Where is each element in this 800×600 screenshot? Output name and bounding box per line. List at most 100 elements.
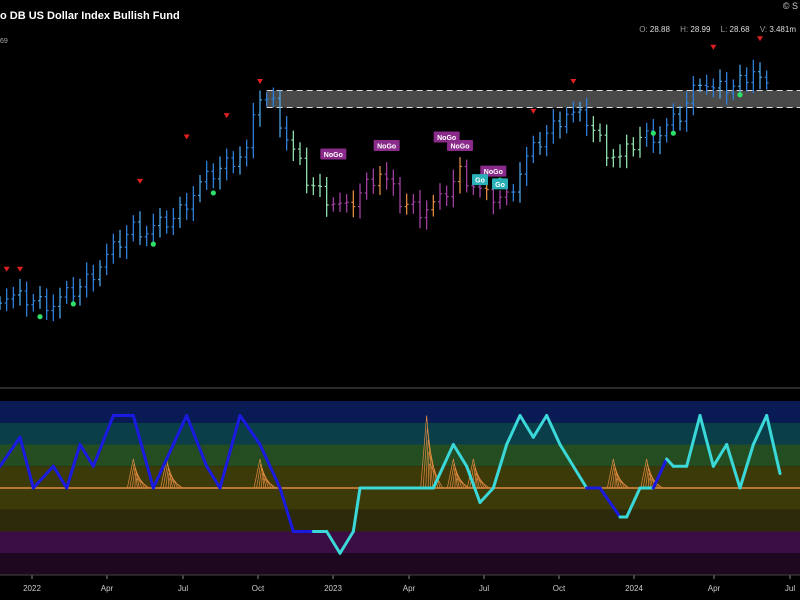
osc-line-segment bbox=[278, 486, 295, 533]
nogo-label-bg bbox=[433, 131, 460, 143]
copyright: © S bbox=[782, 1, 798, 11]
ohlc-high-label: H: bbox=[680, 25, 689, 34]
trend-continuation-dot bbox=[150, 241, 156, 247]
osc-band-2 bbox=[0, 444, 800, 467]
osc-band-4 bbox=[0, 509, 800, 532]
osc-spike bbox=[615, 477, 630, 489]
osc-spike bbox=[606, 458, 620, 489]
osc-line-segment bbox=[465, 464, 482, 504]
x-tick-label: Jul bbox=[785, 584, 795, 593]
osc-spike bbox=[640, 458, 654, 489]
osc-spike bbox=[649, 477, 663, 489]
osc-band-0 bbox=[0, 401, 800, 423]
osc-line-segment bbox=[558, 443, 575, 468]
osc-spike bbox=[253, 458, 267, 489]
nogo-label: NoGo bbox=[324, 152, 343, 159]
trend-continuation-dot bbox=[670, 130, 676, 136]
osc-spike bbox=[425, 439, 439, 489]
osc-spike bbox=[135, 477, 150, 489]
nogo-label-bg bbox=[447, 139, 473, 151]
osc-line-segment bbox=[151, 443, 175, 490]
osc-band-6 bbox=[0, 553, 800, 575]
osc-line-segment bbox=[725, 443, 742, 490]
trend-continuation-dot bbox=[70, 301, 76, 307]
trend-continuation-dot bbox=[210, 190, 216, 196]
osc-line-segment bbox=[451, 443, 469, 468]
osc-line-segment bbox=[65, 443, 82, 490]
osc-line-segment bbox=[51, 464, 69, 490]
ohlc-low-value: 28.68 bbox=[729, 25, 750, 34]
go-label: Go bbox=[475, 178, 485, 185]
osc-line-segment bbox=[91, 414, 115, 468]
go-label-bg bbox=[492, 178, 508, 190]
osc-line-segment bbox=[131, 414, 155, 490]
osc-line-segment bbox=[518, 414, 535, 439]
osc-line-segment bbox=[171, 414, 189, 446]
osc-line-segment bbox=[505, 414, 522, 446]
osc-line-segment bbox=[31, 464, 55, 490]
countertrend-triangle-marker bbox=[3, 266, 10, 272]
osc-line-segment bbox=[751, 414, 769, 446]
x-tick-label: 2023 bbox=[324, 584, 342, 593]
osc-spike bbox=[455, 477, 470, 489]
resistance-zone bbox=[266, 90, 800, 108]
osc-line-segment bbox=[431, 443, 455, 490]
osc-spike bbox=[449, 463, 463, 489]
x-tick-label: 2024 bbox=[625, 584, 643, 593]
go-label-bg bbox=[472, 174, 488, 186]
x-tick-label: Apr bbox=[708, 584, 721, 593]
osc-spike bbox=[262, 477, 277, 489]
osc-line-segment bbox=[258, 443, 282, 490]
ohlc-volume-value: 3.481m bbox=[769, 25, 796, 34]
nogo-label-bg bbox=[320, 148, 347, 160]
trend-continuation-dot bbox=[37, 314, 43, 320]
osc-line-segment bbox=[325, 530, 342, 555]
x-tick-label: 2022 bbox=[23, 584, 41, 593]
x-tick-label: Jul bbox=[479, 584, 489, 593]
osc-spike bbox=[162, 463, 176, 489]
osc-line-segment bbox=[78, 443, 95, 468]
ohlc-volume-label: V: bbox=[759, 25, 768, 34]
osc-spike bbox=[169, 477, 183, 489]
trend-continuation-dot bbox=[737, 92, 743, 98]
left-scale-label: 69 bbox=[0, 38, 8, 45]
ohlc-high-value: 28.99 bbox=[690, 25, 711, 34]
x-tick-label: Apr bbox=[403, 584, 416, 593]
nogo-label: NoGo bbox=[437, 135, 456, 142]
osc-line-segment bbox=[531, 414, 549, 439]
osc-spike bbox=[420, 415, 434, 489]
osc-line-segment bbox=[205, 464, 222, 490]
osc-line-segment bbox=[18, 435, 35, 490]
osc-line-segment bbox=[651, 457, 669, 490]
ohlc-open-value: 28.88 bbox=[649, 25, 670, 34]
osc-line-segment bbox=[738, 443, 755, 490]
osc-line-segment bbox=[545, 414, 562, 446]
osc-line-segment bbox=[765, 414, 782, 475]
countertrend-triangle-marker bbox=[710, 44, 717, 50]
osc-line-segment bbox=[625, 486, 642, 519]
osc-spike bbox=[129, 463, 143, 489]
osc-spike bbox=[256, 463, 269, 489]
countertrend-triangle-marker bbox=[223, 113, 230, 119]
osc-spike bbox=[126, 458, 140, 489]
trend-continuation-dot bbox=[650, 130, 656, 136]
osc-spike bbox=[475, 477, 490, 489]
osc-spike bbox=[466, 458, 480, 489]
countertrend-triangle-marker bbox=[257, 78, 263, 84]
osc-band-5 bbox=[0, 531, 800, 554]
countertrend-triangle-marker bbox=[530, 108, 537, 114]
osc-line-segment bbox=[711, 443, 729, 468]
nogo-label: NoGo bbox=[377, 143, 396, 150]
osc-line-segment bbox=[491, 443, 509, 490]
go-label: Go bbox=[495, 182, 505, 189]
osc-line-segment bbox=[185, 414, 209, 468]
osc-line-segment bbox=[698, 414, 715, 468]
countertrend-triangle-marker bbox=[137, 178, 143, 184]
countertrend-triangle-marker bbox=[757, 36, 763, 42]
countertrend-triangle-marker bbox=[183, 134, 190, 140]
nogo-label-bg bbox=[373, 139, 400, 151]
countertrend-triangle-marker bbox=[570, 78, 577, 84]
osc-spike bbox=[446, 458, 460, 489]
nogo-label: NoGo bbox=[450, 143, 469, 150]
